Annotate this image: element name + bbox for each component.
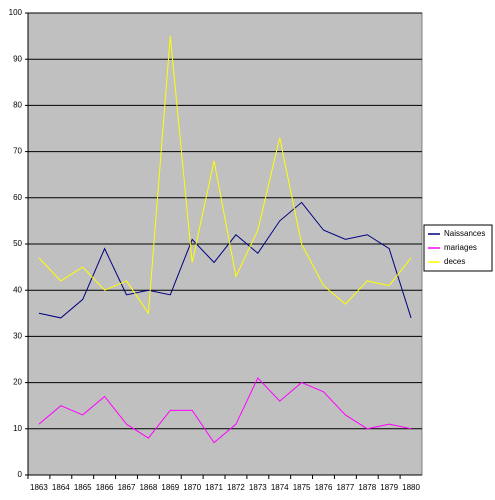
x-tick-label: 1875 <box>293 483 311 492</box>
x-tick-label: 1874 <box>271 483 289 492</box>
x-tick-label: 1871 <box>205 483 223 492</box>
x-tick-label: 1866 <box>96 483 114 492</box>
x-tick-label: 1878 <box>358 483 376 492</box>
y-tick-label: 60 <box>13 193 22 202</box>
x-tick-label: 1873 <box>249 483 267 492</box>
series-line <box>38 201 412 319</box>
x-tick-label: 1879 <box>380 483 398 492</box>
x-tick-label: 1865 <box>74 483 92 492</box>
x-tick-label: 1863 <box>30 483 48 492</box>
y-tick-label: 80 <box>13 101 22 110</box>
y-tick-label: 20 <box>13 378 22 387</box>
legend-label: mariages <box>444 243 477 252</box>
x-tick-label: 1868 <box>139 483 157 492</box>
legend-label: Naissances <box>444 229 485 238</box>
x-tick-label: 1864 <box>52 483 70 492</box>
x-tick-label: 1872 <box>227 483 245 492</box>
x-tick-label: 1869 <box>161 483 179 492</box>
y-tick-label: 30 <box>13 332 22 341</box>
x-tick-label: 1870 <box>183 483 201 492</box>
series-line <box>38 377 412 444</box>
x-tick-label: 1880 <box>402 483 420 492</box>
y-tick-label: 70 <box>13 147 22 156</box>
y-tick-label: 90 <box>13 54 22 63</box>
y-tick-label: 40 <box>13 285 22 294</box>
x-tick-label: 1876 <box>315 483 333 492</box>
y-tick-label: 100 <box>9 8 23 17</box>
series-line <box>38 36 412 315</box>
y-tick-label: 0 <box>18 470 23 479</box>
y-tick-label: 10 <box>13 424 22 433</box>
x-tick-label: 1867 <box>118 483 136 492</box>
x-tick-label: 1877 <box>336 483 354 492</box>
legend-label: deces <box>444 257 465 266</box>
y-tick-label: 50 <box>13 239 22 248</box>
